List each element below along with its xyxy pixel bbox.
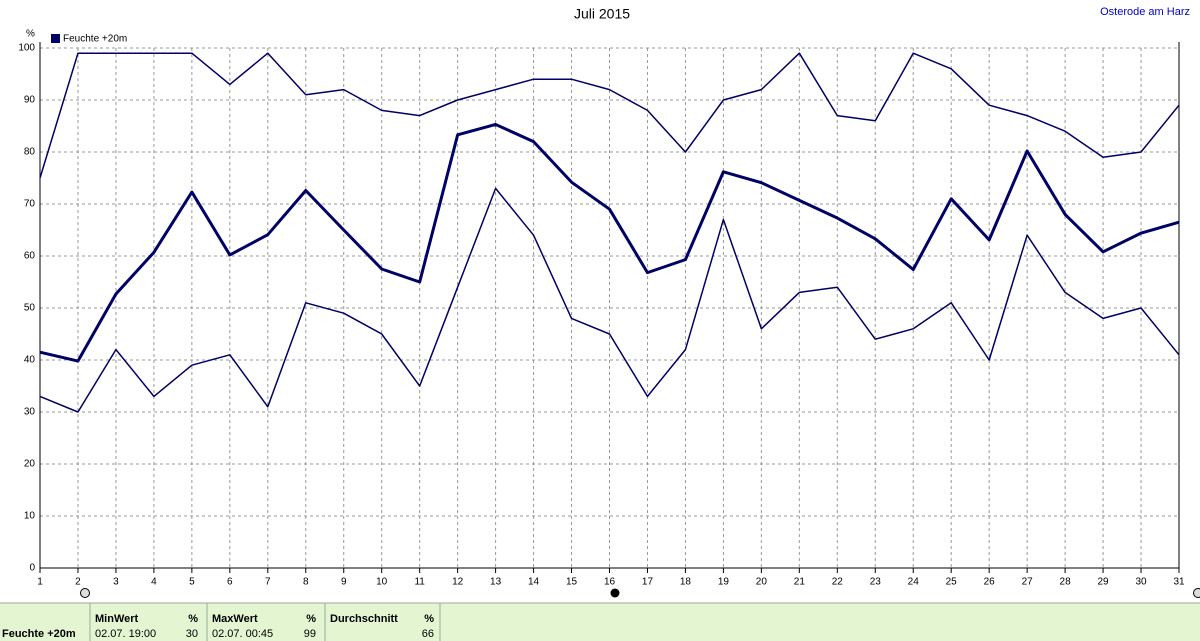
x-tick-label: 12 <box>452 577 464 588</box>
x-tick-label: 20 <box>756 577 768 588</box>
status-label: Feuchte +20m <box>2 628 76 640</box>
legend-swatch <box>51 34 60 43</box>
x-tick-label: 26 <box>984 577 996 588</box>
x-tick-label: 8 <box>303 577 309 588</box>
x-tick-label: 7 <box>265 577 271 588</box>
status-unit: % <box>306 613 316 625</box>
x-tick-label: 11 <box>414 577 425 588</box>
x-tick-label: 22 <box>832 577 844 588</box>
chart-title: Juli 2015 <box>574 6 630 22</box>
x-tick-label: 13 <box>490 577 502 588</box>
y-tick-label: 0 <box>29 563 35 574</box>
x-tick-label: 31 <box>1173 577 1185 588</box>
y-tick-label: 80 <box>24 147 36 158</box>
status-unit: % <box>188 613 198 625</box>
y-tick-label: 20 <box>24 459 36 470</box>
x-tick-label: 2 <box>75 577 81 588</box>
y-tick-label: 70 <box>24 199 36 210</box>
x-tick-label: 24 <box>908 577 920 588</box>
status-title: MinWert <box>95 613 139 625</box>
location: Osterode am Harz <box>1100 6 1190 18</box>
x-tick-label: 27 <box>1022 577 1034 588</box>
y-tick-label: 90 <box>24 95 36 106</box>
y-tick-label: 50 <box>24 303 36 314</box>
y-tick-label: 30 <box>24 407 36 418</box>
x-tick-label: 16 <box>604 577 616 588</box>
y-tick-label: 10 <box>24 511 36 522</box>
status-unit: % <box>424 613 434 625</box>
x-tick-label: 14 <box>528 577 540 588</box>
status-value: 30 <box>186 628 198 640</box>
x-tick-label: 23 <box>870 577 882 588</box>
x-tick-label: 28 <box>1060 577 1072 588</box>
x-tick-label: 15 <box>566 577 578 588</box>
series-line <box>39 52 1180 179</box>
status-title: Durchschnitt <box>330 613 398 625</box>
status-time: 02.07. 00:45 <box>212 628 273 640</box>
x-tick-label: 10 <box>376 577 388 588</box>
series-line <box>39 122 1180 363</box>
y-tick-label: 60 <box>24 251 36 262</box>
marker-icon <box>610 588 620 598</box>
legend-label: Feuchte +20m <box>63 34 127 45</box>
x-tick-label: 18 <box>680 577 692 588</box>
x-tick-label: 3 <box>113 577 119 588</box>
x-tick-label: 6 <box>227 577 233 588</box>
x-tick-label: 17 <box>642 577 654 588</box>
x-tick-label: 29 <box>1098 577 1110 588</box>
y-axis-label: % <box>26 29 35 40</box>
x-tick-label: 21 <box>794 577 806 588</box>
marker-icon <box>1193 588 1200 598</box>
status-bar: Feuchte +20m MinWert % 02.07. 19:00 30 M… <box>0 602 1200 641</box>
status-title: MaxWert <box>212 613 258 625</box>
x-tick-label: 19 <box>718 577 730 588</box>
marker-icon <box>80 588 90 598</box>
status-time: 02.07. 19:00 <box>95 628 156 640</box>
x-tick-label: 4 <box>151 577 157 588</box>
legend-box <box>47 31 137 45</box>
y-tick-label: 40 <box>24 355 36 366</box>
x-tick-label: 5 <box>189 577 195 588</box>
series-line <box>39 187 1180 413</box>
status-value: 99 <box>304 628 316 640</box>
x-tick-label: 9 <box>341 577 347 588</box>
y-tick-label: 100 <box>18 43 35 54</box>
status-value: 66 <box>422 628 434 640</box>
x-tick-label: 25 <box>946 577 958 588</box>
x-tick-label: 30 <box>1135 577 1147 588</box>
x-tick-label: 1 <box>37 577 43 588</box>
status-bg <box>0 603 1200 641</box>
